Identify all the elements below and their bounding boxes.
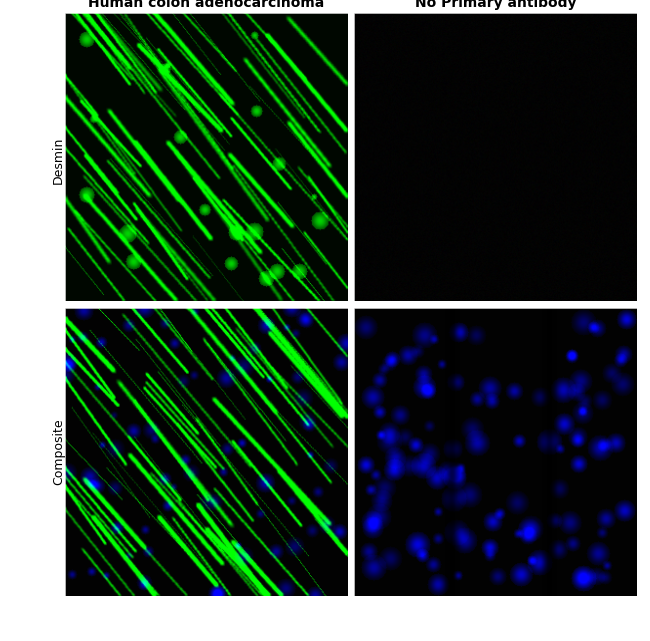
Text: Composite: Composite [52,419,65,485]
Title: Human colon adenocarcinoma: Human colon adenocarcinoma [88,0,324,10]
Title: No Primary antibody: No Primary antibody [415,0,577,10]
Text: Desmin: Desmin [52,137,65,184]
